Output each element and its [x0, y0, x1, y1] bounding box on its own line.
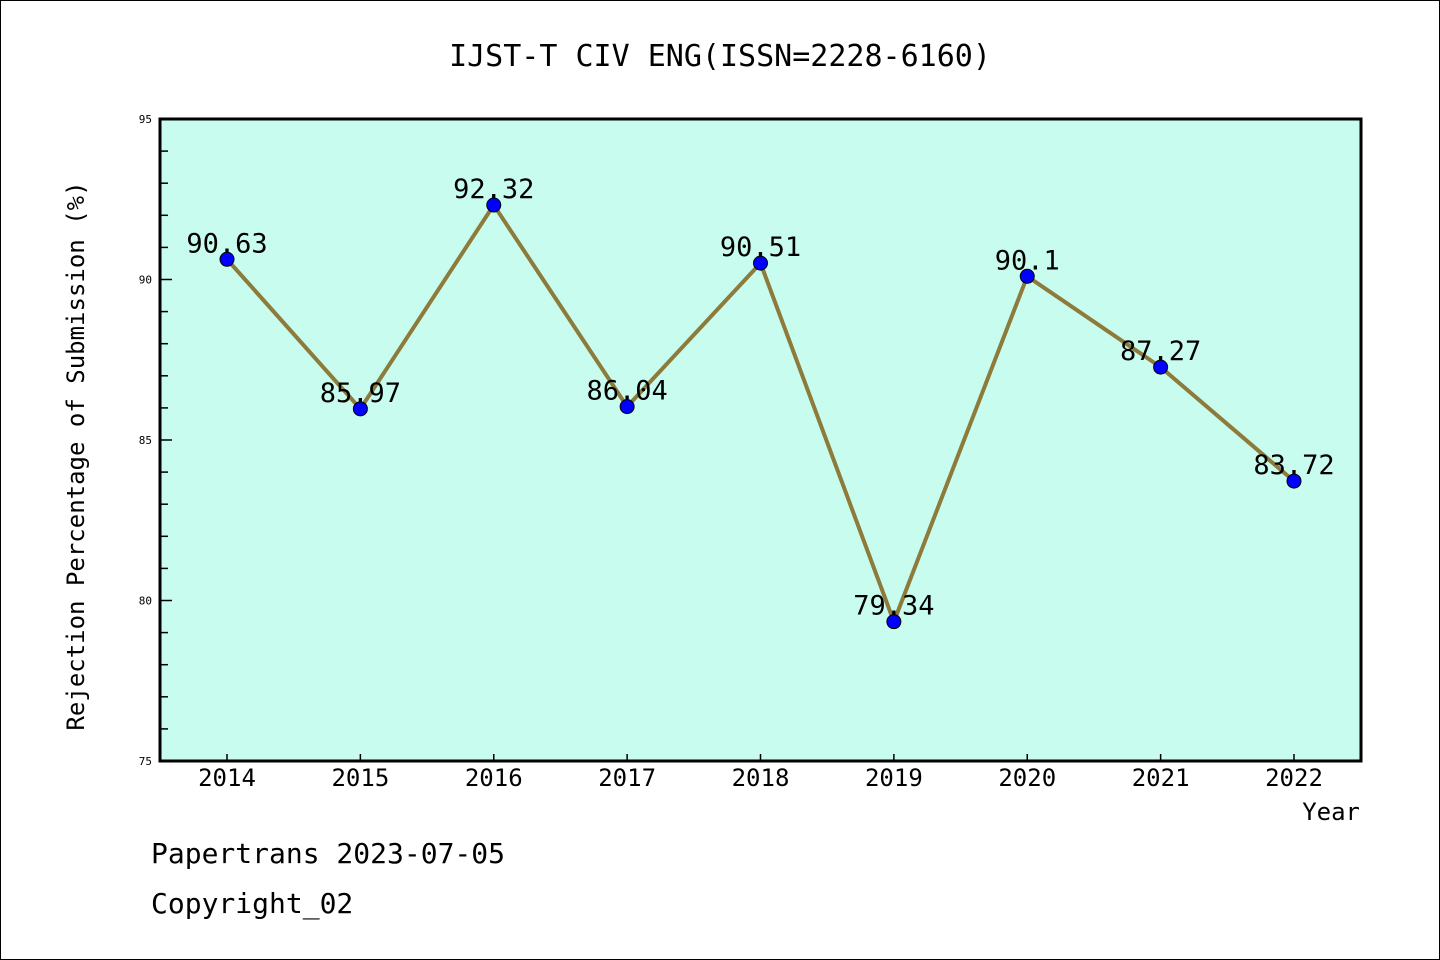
data-label: 83.72	[1253, 450, 1334, 481]
x-tick-label: 2020	[998, 764, 1056, 792]
plot-area	[158, 117, 1363, 763]
data-point	[219, 251, 235, 267]
data-point	[753, 255, 768, 271]
data-label: 87.27	[1120, 336, 1201, 367]
data-point	[352, 401, 368, 417]
data-point	[886, 614, 902, 630]
x-tick-label: 2022	[1265, 764, 1323, 792]
footer-copyright: Copyright_02	[151, 887, 354, 920]
data-point	[1286, 473, 1302, 489]
data-label: 90.1	[995, 245, 1060, 276]
data-label: 92.32	[453, 174, 534, 205]
x-tick-label: 2018	[732, 764, 790, 792]
x-tick-label: 2014	[198, 764, 256, 792]
y-axis-label: Rejection Percentage of Submission (%)	[62, 181, 90, 730]
x-axis-label: Year	[1302, 798, 1360, 826]
x-tick-label: 2016	[465, 764, 523, 792]
y-tick-label: 90	[139, 274, 152, 287]
footer-date: Papertrans 2023-07-05	[151, 837, 506, 870]
data-label: 90.51	[720, 232, 801, 263]
y-tick-label: 75	[139, 755, 152, 768]
data-label: 85.97	[320, 378, 401, 409]
data-point	[486, 197, 502, 213]
x-tick-label: 2021	[1132, 764, 1190, 792]
data-point	[1019, 268, 1035, 284]
x-tick-label: 2015	[331, 764, 389, 792]
y-tick-label: 95	[139, 113, 152, 126]
x-tick-label: 2019	[865, 764, 923, 792]
data-label: 79.34	[853, 591, 934, 622]
y-tick-label: 80	[139, 595, 152, 608]
data-point	[619, 399, 635, 415]
data-label: 86.04	[586, 376, 667, 407]
y-tick-label: 85	[139, 434, 152, 447]
x-tick-label: 2017	[598, 764, 656, 792]
data-label: 90.63	[186, 228, 267, 259]
data-point	[1153, 359, 1169, 375]
chart-title: IJST-T CIV ENG(ISSN=2228-6160)	[449, 39, 991, 74]
